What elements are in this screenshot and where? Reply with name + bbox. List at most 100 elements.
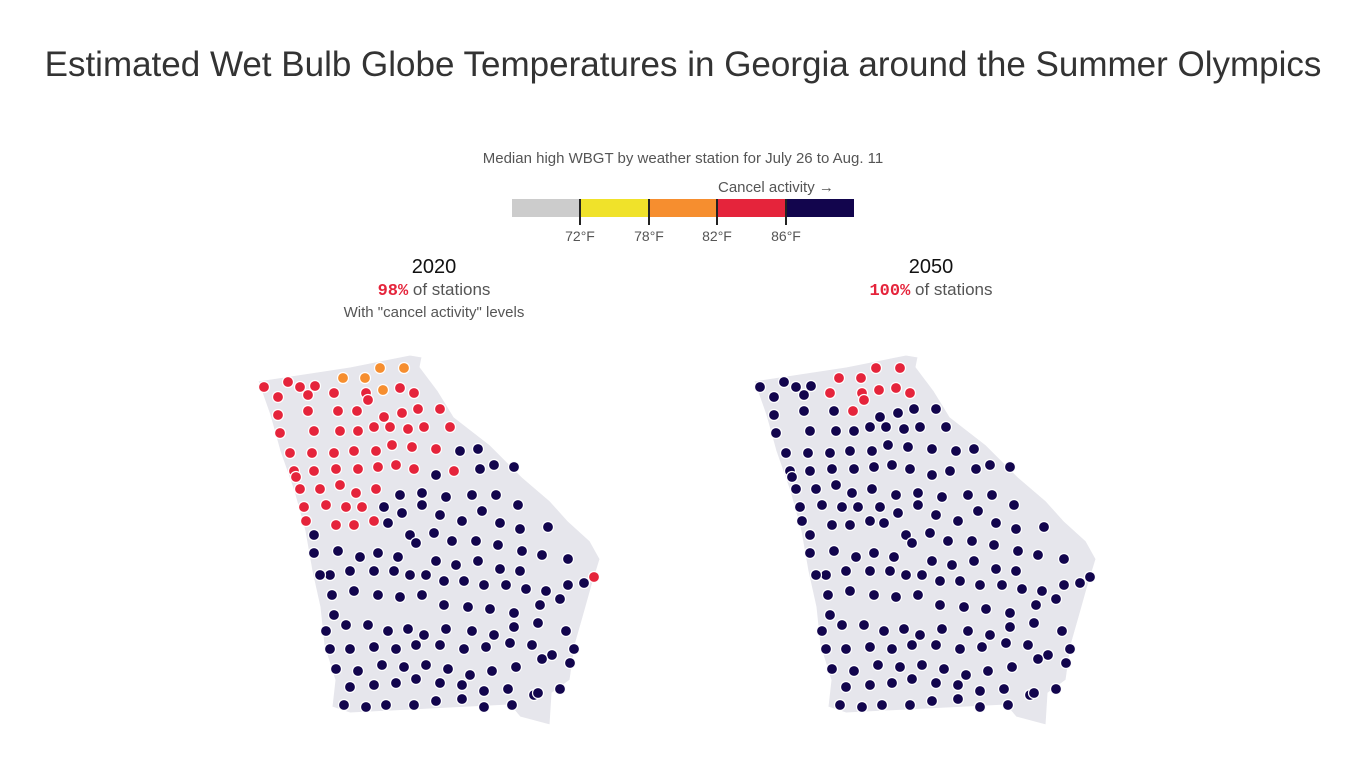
station-marker-2050 (1041, 648, 1055, 662)
station-marker-2050 (846, 404, 860, 418)
station-marker-2020 (389, 458, 403, 472)
station-marker-2020 (389, 676, 403, 690)
station-marker-2050 (913, 628, 927, 642)
station-marker-2050 (867, 588, 881, 602)
georgia-map-2020 (257, 354, 601, 726)
station-marker-2050 (803, 464, 817, 478)
station-marker-2050 (839, 680, 853, 694)
station-marker-2050 (865, 482, 879, 496)
station-marker-2050 (809, 482, 823, 496)
station-marker-2050 (929, 638, 943, 652)
station-marker-2020 (485, 664, 499, 678)
station-marker-2020 (319, 498, 333, 512)
station-marker-2020 (429, 554, 443, 568)
station-marker-2020 (371, 588, 385, 602)
station-marker-2020 (329, 518, 343, 532)
station-marker-2020 (429, 442, 443, 456)
station-marker-2020 (369, 482, 383, 496)
station-marker-2020 (351, 664, 365, 678)
station-marker-2050 (1005, 660, 1019, 674)
station-marker-2020 (327, 608, 341, 622)
station-marker-2050 (885, 642, 899, 656)
station-marker-2050 (839, 642, 853, 656)
station-marker-2050 (1063, 642, 1077, 656)
station-marker-2020 (383, 420, 397, 434)
station-marker-2050 (891, 406, 905, 420)
station-marker-2020 (445, 534, 459, 548)
station-marker-2050 (863, 640, 877, 654)
station-marker-2020 (405, 440, 419, 454)
station-marker-2020 (333, 424, 347, 438)
station-marker-2020 (367, 420, 381, 434)
station-marker-2020 (331, 404, 345, 418)
station-marker-2020 (477, 684, 491, 698)
station-marker-2020 (271, 408, 285, 422)
station-marker-2050 (823, 386, 837, 400)
station-marker-2020 (577, 576, 591, 590)
station-marker-2020 (519, 582, 533, 596)
station-marker-2020 (479, 640, 493, 654)
station-marker-2020 (439, 490, 453, 504)
station-marker-2050 (983, 458, 997, 472)
station-marker-2020 (347, 444, 361, 458)
station-marker-2050 (801, 446, 815, 460)
station-marker-2050 (925, 442, 939, 456)
station-marker-2050 (847, 424, 861, 438)
station-marker-2020 (429, 468, 443, 482)
station-marker-2020 (307, 546, 321, 560)
panel-stat-text: of stations (408, 280, 491, 299)
station-marker-2020 (531, 686, 545, 700)
station-marker-2050 (1057, 578, 1071, 592)
station-marker-2050 (967, 442, 981, 456)
station-marker-2050 (789, 380, 803, 394)
station-marker-2050 (793, 500, 807, 514)
panel-2050-header: 2050 100% of stations (781, 255, 1081, 303)
legend-swatch-below-72 (512, 199, 581, 217)
station-marker-2020 (387, 564, 401, 578)
station-marker-2020 (313, 568, 327, 582)
panel-percent: 98% (377, 282, 409, 301)
station-marker-2050 (769, 426, 783, 440)
station-marker-2020 (339, 618, 353, 632)
station-marker-2050 (925, 468, 939, 482)
station-marker-2020 (493, 516, 507, 530)
station-marker-2020 (553, 592, 567, 606)
station-marker-2050 (937, 662, 951, 676)
station-marker-2050 (973, 578, 987, 592)
station-marker-2020 (331, 544, 345, 558)
station-marker-2050 (969, 462, 983, 476)
station-marker-2050 (804, 379, 818, 393)
station-marker-2020 (343, 680, 357, 694)
station-marker-2020 (511, 498, 525, 512)
station-marker-2020 (409, 536, 423, 550)
station-marker-2020 (545, 648, 559, 662)
station-marker-2020 (475, 504, 489, 518)
station-marker-2050 (873, 410, 887, 424)
station-marker-2020 (477, 700, 491, 714)
station-marker-2020 (395, 506, 409, 520)
station-marker-2020 (407, 698, 421, 712)
station-marker-2050 (981, 664, 995, 678)
station-marker-2050 (795, 514, 809, 528)
station-marker-2020 (483, 602, 497, 616)
panel-year: 2050 (908, 256, 954, 278)
station-marker-2050 (1031, 548, 1045, 562)
station-marker-2050 (821, 588, 835, 602)
station-marker-2020 (353, 550, 367, 564)
station-marker-2020 (461, 600, 475, 614)
legend-cancel-note: Cancel activity → (718, 179, 834, 196)
station-marker-2050 (975, 640, 989, 654)
station-marker-2050 (983, 628, 997, 642)
station-marker-2050 (907, 402, 921, 416)
station-marker-2020 (367, 514, 381, 528)
station-marker-2020 (409, 672, 423, 686)
station-marker-2050 (905, 536, 919, 550)
station-marker-2020 (535, 652, 549, 666)
station-marker-2020 (561, 552, 575, 566)
station-marker-2050 (777, 375, 791, 389)
station-marker-2020 (379, 698, 393, 712)
station-marker-2050 (823, 446, 837, 460)
station-marker-2050 (879, 420, 893, 434)
legend-swatch-78-82 (648, 199, 718, 217)
station-marker-2020 (455, 692, 469, 706)
